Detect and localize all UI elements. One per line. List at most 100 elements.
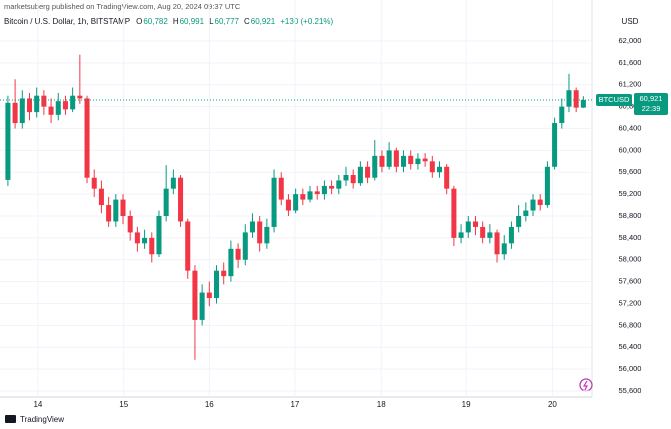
candle-body — [221, 270, 227, 277]
candle-body — [372, 155, 378, 178]
candle-body — [149, 237, 155, 255]
candle-body — [271, 177, 277, 227]
symbol-title: Bitcoin / U.S. Dollar, 1h, BITSTAMP — [4, 17, 130, 26]
price-tag-text: 60,921 — [640, 94, 663, 103]
y-tick-label: 56,800 — [619, 320, 642, 329]
ohlc-value: 60,777 — [215, 17, 240, 26]
candle-body — [350, 174, 356, 184]
candle-body — [235, 248, 241, 260]
ohlc-value: 60,782 — [143, 17, 168, 26]
candle-body — [573, 90, 579, 108]
candle-body — [314, 191, 320, 195]
candle-body — [465, 221, 471, 233]
candle-body — [329, 185, 335, 189]
candle-body — [249, 221, 255, 233]
candle-body — [444, 166, 450, 189]
candle-body — [336, 180, 342, 189]
y-tick-label: 56,000 — [619, 364, 642, 373]
candle-body — [559, 106, 565, 124]
candle-body — [544, 166, 550, 206]
x-tick-label: 17 — [290, 400, 299, 409]
y-tick-label: 60,400 — [619, 123, 642, 132]
candle-body — [185, 221, 191, 271]
candle-body — [127, 215, 133, 233]
candle-body — [192, 270, 198, 320]
published-note: marketsuberg published on TradingView.co… — [4, 2, 241, 11]
candle-body — [343, 174, 349, 181]
candle-body — [508, 226, 514, 244]
x-tick-label: 20 — [548, 400, 557, 409]
candle-body — [84, 98, 90, 178]
candle-body — [300, 194, 306, 200]
y-tick-label: 58,800 — [619, 211, 642, 220]
candle-body — [293, 194, 299, 211]
candle-body — [386, 150, 392, 167]
candle-body — [106, 205, 112, 222]
candle-body — [285, 199, 291, 211]
candle-body — [552, 123, 558, 167]
candle-body — [458, 232, 464, 238]
symbol-tag-text: BTCUSD — [599, 95, 630, 104]
countdown-text: 22:39 — [642, 104, 661, 113]
candle-body — [379, 155, 385, 167]
candle-body — [516, 215, 522, 227]
candle-body — [401, 155, 407, 167]
candle-body — [134, 232, 140, 244]
candle-body — [48, 106, 54, 115]
y-tick-label: 62,000 — [619, 36, 642, 45]
x-tick-label: 18 — [377, 400, 386, 409]
candle-body — [156, 215, 162, 255]
ohlc-value: 60,921 — [251, 17, 276, 26]
candle-body — [12, 102, 18, 124]
candle-body — [451, 188, 457, 238]
candle-body — [530, 199, 536, 211]
y-tick-label: 56,400 — [619, 342, 642, 351]
candle-body — [357, 166, 363, 184]
y-tick-label: 58,000 — [619, 255, 642, 264]
candle-body — [408, 155, 414, 165]
candle-body — [480, 226, 486, 238]
ohlc-key: H — [173, 17, 179, 26]
candle-body — [501, 243, 507, 255]
candle-body — [228, 248, 234, 277]
lightning-bolt — [582, 380, 588, 391]
candle-body — [170, 177, 176, 189]
y-tick-label: 57,200 — [619, 298, 642, 307]
candle-body — [34, 95, 40, 113]
candle-body — [199, 292, 205, 320]
symbol-tag — [596, 94, 632, 107]
y-tick-label: 57,600 — [619, 277, 642, 286]
candle-body — [77, 95, 83, 99]
y-tick-label: 61,600 — [619, 58, 642, 67]
candle-body — [580, 100, 586, 108]
x-tick-label: 16 — [205, 400, 214, 409]
y-tick-label: 55,600 — [619, 386, 642, 395]
candle-body — [178, 177, 184, 222]
y-tick-label: 61,200 — [619, 80, 642, 89]
y-tick-label: 60,800 — [619, 102, 642, 111]
candle-body — [70, 95, 76, 110]
candle-body — [26, 98, 33, 113]
logo-icon — [5, 415, 16, 423]
candle-body — [307, 191, 313, 200]
ohlc-key: O — [136, 17, 142, 26]
y-tick-label: 58,400 — [619, 233, 642, 242]
candle-body — [472, 221, 478, 227]
candle-body — [19, 98, 25, 124]
candle-body — [62, 101, 68, 110]
candle-body — [113, 199, 119, 222]
candle-body — [494, 232, 500, 255]
candle-body — [523, 210, 529, 216]
price-tag — [634, 93, 668, 116]
candle-body — [91, 177, 97, 189]
x-tick-label: 19 — [462, 400, 471, 409]
currency-label: USD — [622, 17, 639, 26]
candle-body — [242, 232, 248, 260]
price-change: +130 (+0.21%) — [280, 17, 333, 26]
candle-body — [120, 199, 126, 216]
x-tick-label: 14 — [33, 400, 42, 409]
ohlc-key: L — [209, 17, 214, 26]
y-tick-label: 59,600 — [619, 167, 642, 176]
